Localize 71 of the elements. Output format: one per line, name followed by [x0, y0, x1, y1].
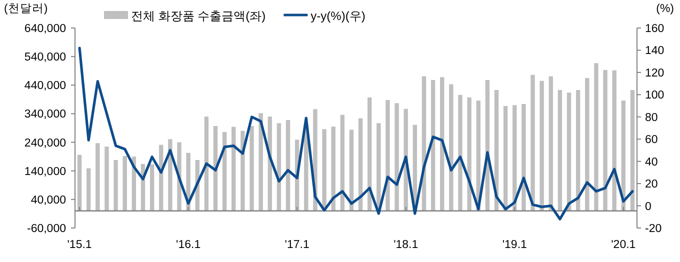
x-tick-label: '18.1 [394, 239, 418, 251]
y2-tick-label: 0 [645, 200, 652, 213]
bar [630, 90, 635, 211]
bar [204, 116, 209, 211]
bar [258, 113, 263, 211]
y2-tick-label: 140 [645, 45, 664, 58]
legend-label: y-y(%)(우) [310, 9, 366, 23]
bar [467, 97, 472, 211]
bar [530, 74, 535, 211]
bar [232, 126, 236, 211]
y2-tick-label: 40 [645, 156, 658, 168]
y2-tick-label: 120 [645, 67, 664, 80]
bar [386, 100, 390, 211]
legend-label: 전체 화장품 수출금액(좌) [131, 9, 266, 23]
bar [114, 160, 118, 211]
bar [576, 90, 580, 211]
bar [394, 103, 399, 211]
y-tick-label: 240,000 [24, 137, 66, 150]
y-tick-label: 340,000 [24, 108, 66, 121]
x-tick-label: '19.1 [502, 239, 527, 251]
bar [540, 80, 544, 211]
bar [430, 80, 436, 211]
bar [585, 78, 590, 211]
y2-axis-title: (%) [656, 3, 674, 15]
y2-tick-label: -20 [645, 223, 662, 235]
bar [458, 94, 462, 211]
bar [603, 70, 608, 211]
y2-tick-label: 60 [645, 134, 658, 146]
bar [512, 105, 517, 211]
bar [286, 120, 290, 211]
y2-tick-label: 160 [645, 23, 664, 35]
bar [340, 114, 345, 211]
bar [594, 63, 598, 211]
y-tick-label: -60,000 [26, 223, 66, 235]
y-tick-label: 640,000 [24, 23, 66, 35]
bar [449, 84, 454, 211]
y-tick-label: 440,000 [24, 80, 66, 92]
y2-tick-label: 20 [645, 178, 658, 191]
x-tick-label: '17.1 [284, 239, 310, 251]
y2-tick-label: 100 [645, 90, 664, 102]
y-tick-label: 140,000 [24, 166, 66, 178]
bar [331, 126, 336, 211]
y-tick-label: 40,000 [30, 194, 66, 206]
bar [376, 123, 381, 211]
y2-tick-label: 80 [645, 112, 658, 124]
x-tick-label: '16.1 [176, 239, 201, 251]
bar [358, 118, 363, 211]
line-series [78, 46, 634, 220]
bar [349, 130, 354, 211]
bar [96, 143, 100, 211]
bar [77, 154, 82, 211]
x-tick-label: '20.1 [611, 239, 636, 251]
bar [522, 104, 526, 211]
bar [104, 146, 109, 211]
bar [367, 97, 372, 211]
y-axis-title: (천달러) [4, 3, 48, 15]
bar [440, 77, 444, 211]
bar [612, 70, 616, 211]
bar [168, 139, 172, 211]
bar [250, 126, 254, 211]
bar [122, 156, 127, 211]
bar [558, 90, 562, 211]
x-tick-label: '15.1 [67, 239, 92, 251]
bar [548, 76, 553, 211]
bar [86, 168, 91, 211]
bar [150, 164, 154, 211]
bar [322, 129, 326, 211]
bar [240, 130, 245, 211]
bar [503, 106, 508, 211]
y-tick-label: 540,000 [24, 52, 66, 64]
bar [566, 92, 572, 211]
